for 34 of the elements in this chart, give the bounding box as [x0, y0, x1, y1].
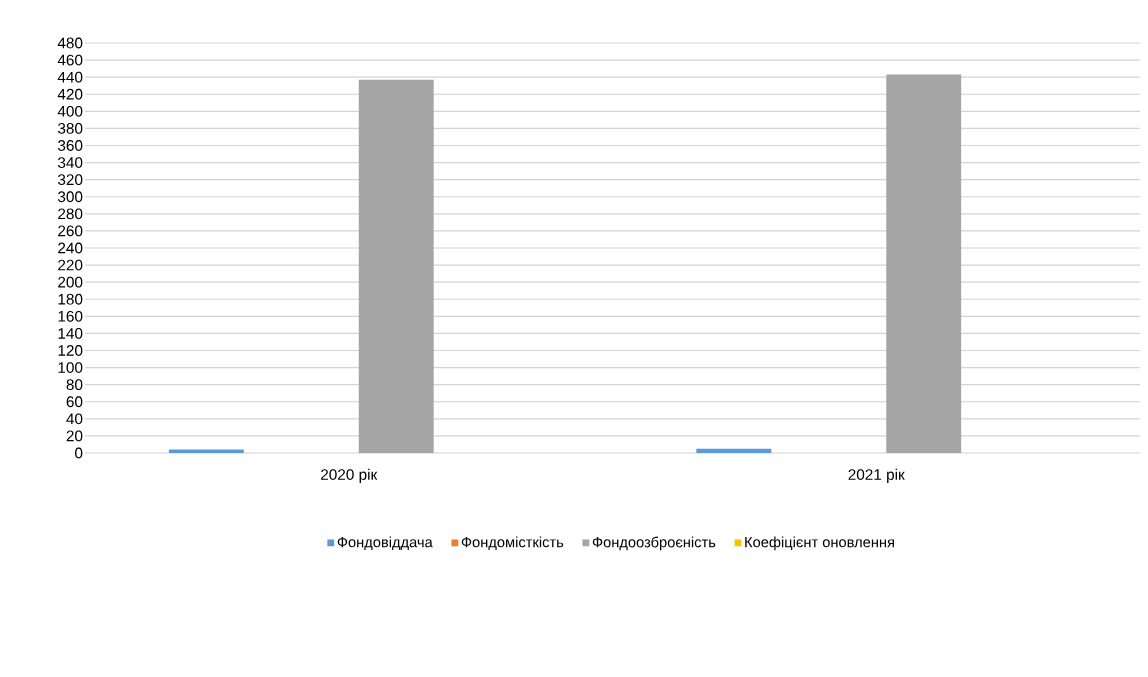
y-tick-label: 0: [75, 447, 83, 459]
x-tick-label: 2021 рік: [848, 468, 905, 484]
y-tick-label: 80: [66, 379, 83, 391]
legend-label: Коефіцієнт оновлення: [745, 536, 894, 551]
bar: [886, 74, 962, 453]
y-tick-label: 320: [57, 174, 83, 186]
legend-label: Фондоозброєність: [592, 536, 716, 551]
y-tick-label: 100: [58, 362, 83, 373]
y-tick-label: 60: [66, 396, 83, 408]
y-tick-label: 240: [58, 242, 83, 254]
y-tick-label: 40: [66, 413, 83, 425]
y-tick-label: 460: [57, 54, 83, 66]
y-tick-label: 200: [58, 276, 83, 288]
y-tick-label: 140: [58, 327, 83, 339]
y-tick-label: 220: [58, 259, 83, 271]
y-tick-label: 280: [58, 208, 83, 220]
y-tick-label: 160: [58, 310, 83, 322]
legend-label: Фондовіддача: [337, 536, 433, 551]
y-tick-label: 480: [57, 37, 83, 49]
y-tick-label: 20: [66, 430, 83, 442]
y-tick-label: 420: [57, 88, 83, 100]
legend-label: Фондомісткість: [461, 536, 564, 551]
y-tick-label: 260: [58, 225, 83, 237]
y-tick-label: 300: [57, 191, 83, 203]
y-tick-label: 380: [57, 122, 83, 134]
x-tick-label: 2020 рік: [321, 468, 378, 484]
y-tick-label: 340: [57, 157, 83, 168]
y-tick-label: 120: [58, 345, 83, 356]
y-tick-label: 360: [57, 140, 83, 151]
y-tick-label: 400: [57, 105, 83, 117]
bar: [358, 79, 434, 453]
y-tick-label: 180: [58, 293, 83, 305]
y-tick-label: 440: [57, 71, 83, 83]
bar: [696, 448, 772, 453]
